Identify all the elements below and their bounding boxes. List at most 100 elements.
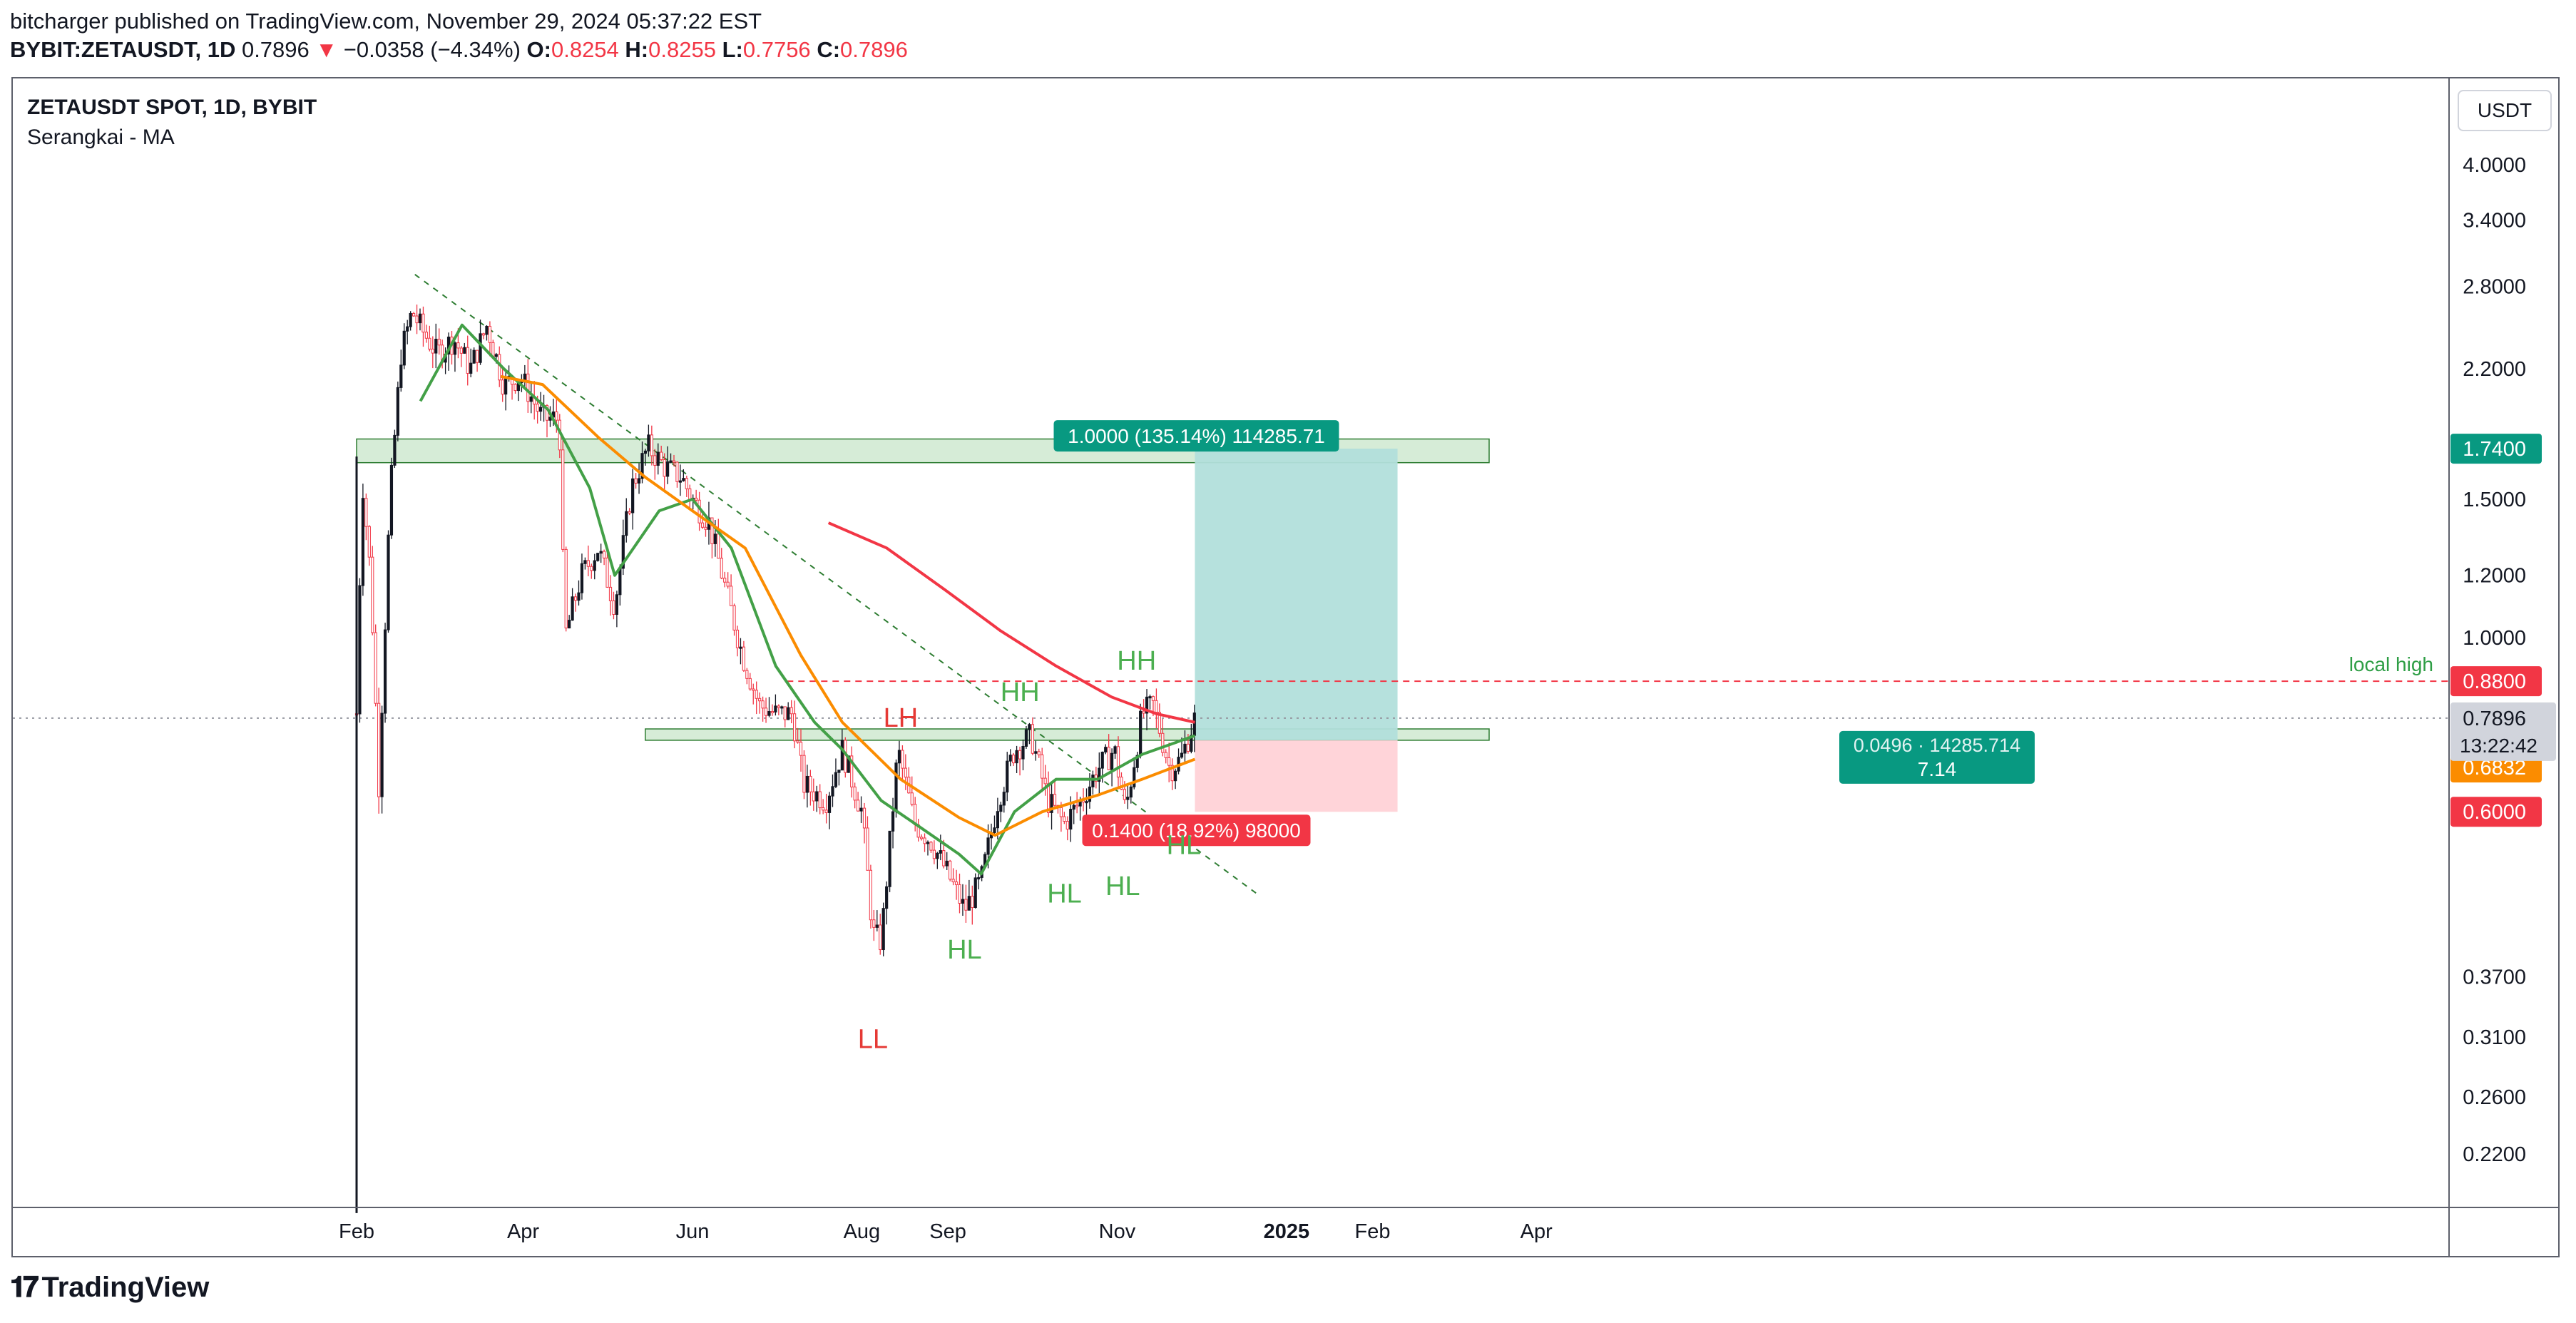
candle-body <box>789 707 793 715</box>
candle-body <box>428 337 431 349</box>
candle-body <box>920 837 924 839</box>
candle-body <box>881 908 885 951</box>
x-tick-label: Nov <box>1099 1220 1136 1243</box>
candle-body <box>827 795 832 813</box>
candle-body <box>799 742 803 756</box>
candle-body <box>434 339 438 354</box>
y-tick-label: 0.2200 <box>2463 1143 2526 1166</box>
candle-body <box>469 362 473 374</box>
candle-body <box>926 842 930 844</box>
candle-body <box>986 837 990 855</box>
stop-label: 0.1400 (18.92%) 98000 <box>1082 814 1311 847</box>
candle-body <box>1065 821 1069 830</box>
candle-body <box>780 706 784 709</box>
candle-body <box>1170 765 1174 782</box>
candle-body <box>479 333 482 363</box>
candle-body <box>812 791 815 802</box>
current-price-label: 0.7896 13:22:42 <box>2450 702 2556 761</box>
candle-body <box>1069 809 1073 830</box>
candle-body <box>837 770 841 773</box>
candle-body <box>1050 794 1053 813</box>
candle-body <box>1063 816 1066 822</box>
candle-body <box>939 850 942 854</box>
candle-body <box>695 497 698 501</box>
candle-body <box>802 755 806 793</box>
candle-body <box>1116 746 1120 778</box>
candle-body <box>764 708 768 716</box>
candle-body <box>688 488 692 500</box>
candle-body <box>618 568 622 596</box>
candle-body <box>453 342 457 355</box>
candle-body <box>590 566 593 571</box>
candle-body <box>1139 710 1143 756</box>
x-tick-label: Apr <box>1520 1220 1553 1243</box>
candle-body <box>571 596 574 621</box>
candle-body <box>1151 696 1155 701</box>
candle-body <box>1161 732 1165 753</box>
stop-area <box>1195 740 1398 812</box>
low-label: L: <box>722 37 743 62</box>
y-tick-label: 3.4000 <box>2463 210 2526 233</box>
candle-body <box>491 342 495 357</box>
candle-body <box>704 526 707 530</box>
candle-body <box>387 534 390 630</box>
candle-body <box>713 533 717 544</box>
currency-button[interactable]: USDT <box>2458 90 2552 131</box>
candle-body <box>421 313 425 333</box>
target-label-text: 1.0000 (135.14%) 114285.71 <box>1068 425 1325 447</box>
candle-body <box>853 786 857 801</box>
candle-body <box>383 629 387 714</box>
candle-body <box>672 460 676 463</box>
candle-body <box>608 586 613 601</box>
candle-body <box>1043 777 1047 785</box>
candle-body <box>621 535 625 569</box>
candle-body <box>767 710 771 716</box>
candle-body <box>958 884 961 904</box>
legend-symbol: ZETAUSDT SPOT, 1D, BYBIT <box>27 96 317 119</box>
candle-body <box>409 312 412 327</box>
stop-label-bg <box>1082 814 1311 847</box>
candle-body <box>1031 724 1034 754</box>
candle-body <box>910 792 914 805</box>
candle-body <box>717 533 720 559</box>
candle-body <box>1015 750 1018 764</box>
candle-body <box>481 333 486 336</box>
candle-body <box>923 837 926 844</box>
y-tick-label: 2.8000 <box>2463 276 2526 299</box>
axis-price-label-text: 0.6000 <box>2463 801 2526 824</box>
candle-body <box>732 605 736 630</box>
target-label: 1.0000 (135.14%) 114285.71 <box>1053 420 1339 452</box>
y-tick-label: 4.0000 <box>2463 154 2526 177</box>
x-tick-label: Feb <box>1355 1220 1391 1243</box>
candle-body <box>612 600 615 615</box>
candle-body <box>1123 789 1127 800</box>
candle-body <box>488 325 491 343</box>
candle-body <box>945 860 949 867</box>
candle-body <box>1091 775 1095 787</box>
candle-body <box>805 775 809 793</box>
candle-body <box>437 339 441 346</box>
candle-body <box>1107 747 1110 770</box>
axis-price-label-text: 0.8800 <box>2463 670 2526 693</box>
candle-body <box>818 791 822 809</box>
candle-body <box>476 349 479 363</box>
candle-body <box>580 563 584 593</box>
candle-body <box>993 827 996 833</box>
candle-body <box>1037 751 1041 755</box>
candle-body <box>685 478 688 489</box>
publisher-line: bitcharger published on TradingView.com,… <box>10 9 762 34</box>
candle-body <box>1088 786 1092 802</box>
candle-body <box>631 478 635 514</box>
candle-body <box>1113 746 1117 754</box>
candle-body <box>730 586 733 606</box>
candle-body <box>1133 767 1136 787</box>
candle-body <box>1164 752 1167 758</box>
candle-body <box>593 560 596 571</box>
candle-body <box>1135 755 1139 768</box>
x-tick-label: Aug <box>844 1220 881 1243</box>
countdown-text: 13:22:42 <box>2460 735 2537 757</box>
axis-price-label-bg <box>2450 797 2542 827</box>
candle-body <box>1098 767 1101 782</box>
candle-body <box>682 478 685 481</box>
